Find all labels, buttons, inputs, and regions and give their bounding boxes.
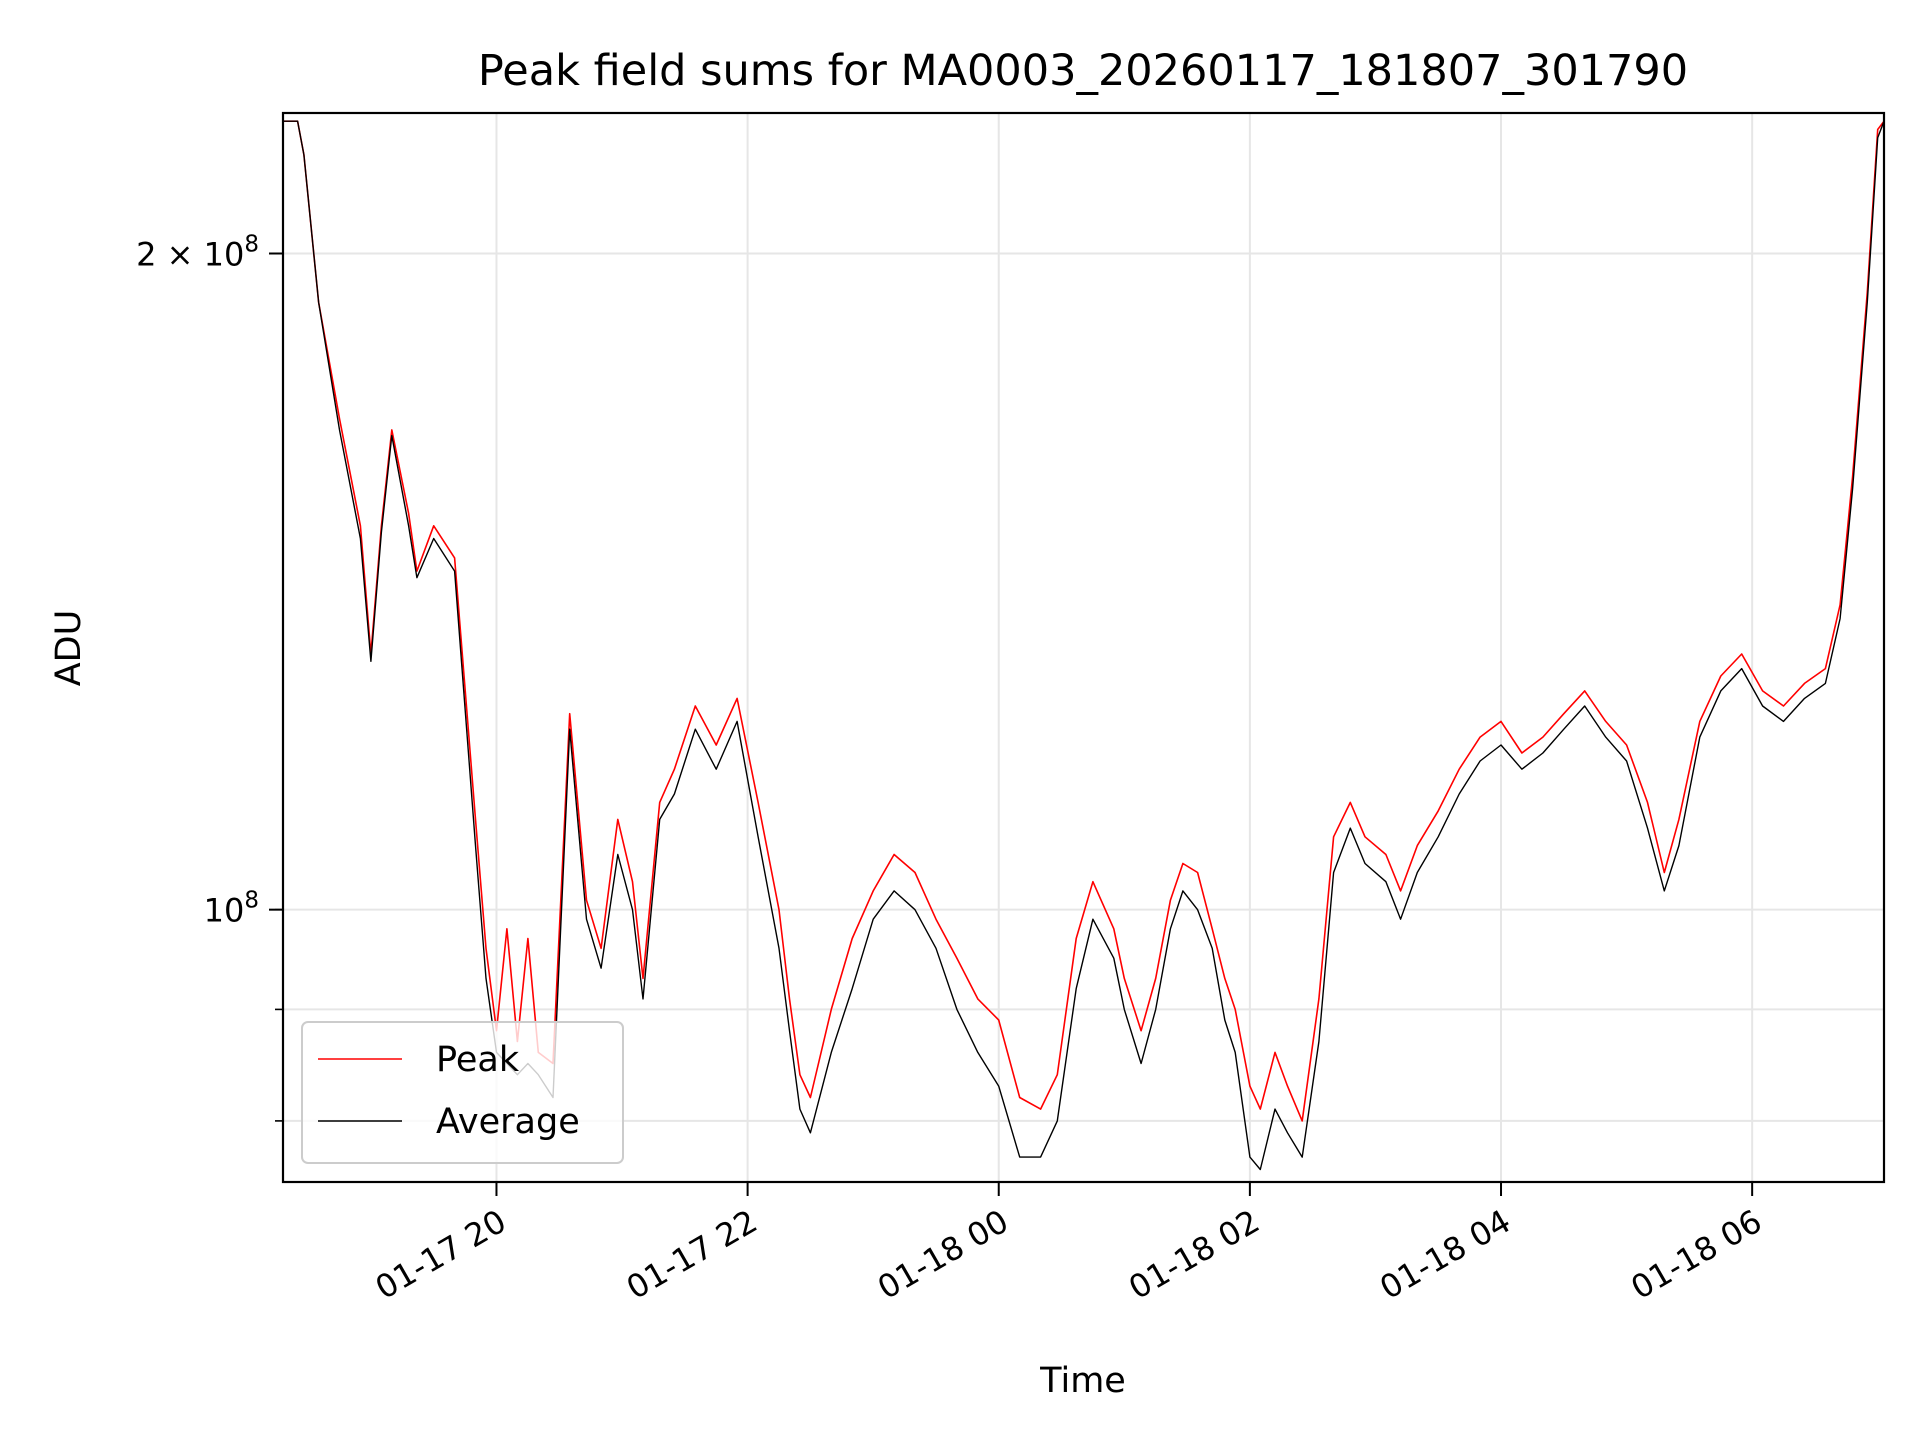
plot-frame bbox=[281, 111, 1886, 1184]
y-axis-label: ADU bbox=[49, 610, 89, 687]
legend: Peak Average bbox=[301, 1021, 624, 1164]
grid bbox=[283, 113, 1884, 1182]
legend-label-peak: Peak bbox=[436, 1040, 520, 1080]
series-line-peak bbox=[283, 120, 1885, 1122]
y-axis-ticks: 108 2 × 108 bbox=[136, 232, 283, 1122]
legend-box bbox=[301, 1021, 624, 1164]
chart-title: Peak field sums for MA0003_20260117_1818… bbox=[478, 46, 1688, 96]
legend-label-average: Average bbox=[436, 1102, 580, 1142]
x-axis-label: Time bbox=[1039, 1361, 1126, 1401]
y-tick-label: 2 × 108 bbox=[136, 232, 259, 274]
y-tick-label: 108 bbox=[204, 888, 259, 930]
